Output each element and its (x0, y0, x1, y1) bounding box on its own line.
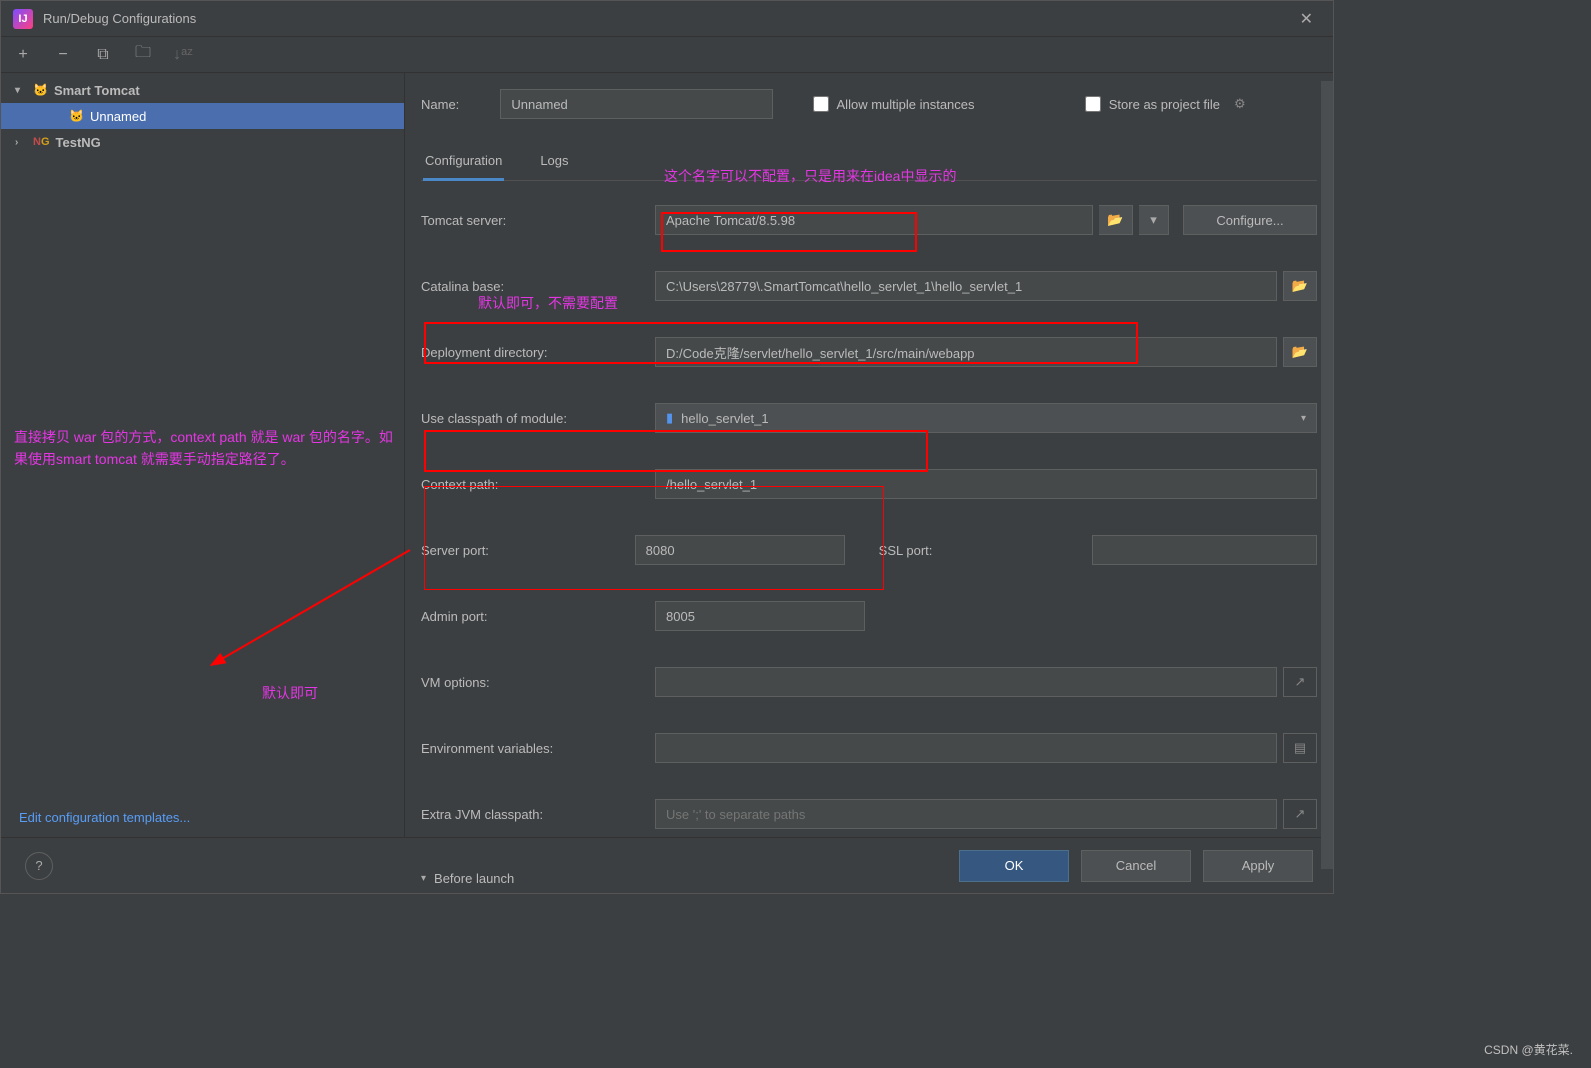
gear-icon[interactable]: ⚙ (1234, 96, 1246, 112)
content-panel: Name: Allow multiple instances Store as … (405, 73, 1333, 837)
ok-button[interactable]: OK (959, 850, 1069, 882)
expand-icon[interactable]: ↗ (1283, 799, 1317, 829)
store-project-checkbox[interactable] (1085, 96, 1101, 112)
tabs: Configuration Logs (421, 147, 1317, 181)
list-icon[interactable]: ▤ (1283, 733, 1317, 763)
admin-port-label: Admin port: (421, 609, 655, 624)
tomcat-icon: 🐱 (33, 83, 48, 97)
server-port-row: Server port: SSL port: (421, 535, 1317, 565)
app-icon: IJ (13, 9, 33, 29)
name-label: Name: (421, 97, 500, 112)
run-debug-dialog: IJ Run/Debug Configurations ✕ + − ⧉ 🗀 ↓ᵃ… (0, 0, 1334, 894)
apply-button[interactable]: Apply (1203, 850, 1313, 882)
name-input[interactable] (500, 89, 772, 119)
deploy-dir-input[interactable] (655, 337, 1277, 367)
tree-smart-tomcat[interactable]: ▾ 🐱 Smart Tomcat (1, 77, 404, 103)
server-port-label: Server port: (421, 543, 635, 558)
sidebar: ▾ 🐱 Smart Tomcat 🐱 Unnamed › NG TestNG E… (1, 73, 405, 837)
env-vars-input[interactable] (655, 733, 1277, 763)
configure-button[interactable]: Configure... (1183, 205, 1317, 235)
module-icon: ▮ (666, 410, 673, 426)
config-form: Tomcat server: 📂 ▾ Configure... Catalina… (421, 205, 1317, 853)
tree-label: TestNG (56, 135, 101, 150)
context-path-row: Context path: (421, 469, 1317, 499)
tree-label: Smart Tomcat (54, 83, 140, 98)
vm-options-row: VM options: ↗ (421, 667, 1317, 697)
browse-icon[interactable]: 📂 (1099, 205, 1133, 235)
server-port-input[interactable] (635, 535, 845, 565)
classpath-module-select[interactable]: ▮ hello_servlet_1 ▾ (655, 403, 1317, 433)
tomcat-server-input[interactable] (655, 205, 1093, 235)
admin-port-row: Admin port: (421, 601, 1317, 631)
store-project-label: Store as project file (1109, 97, 1220, 112)
chevron-down-icon: ▾ (15, 85, 27, 96)
extra-jvm-input[interactable] (655, 799, 1277, 829)
vm-options-label: VM options: (421, 675, 655, 690)
cancel-button[interactable]: Cancel (1081, 850, 1191, 882)
allow-multiple-label: Allow multiple instances (837, 97, 975, 112)
help-button[interactable]: ? (25, 852, 53, 880)
tomcat-server-label: Tomcat server: (421, 213, 655, 228)
chevron-down-icon: ▾ (1301, 413, 1306, 424)
config-tree: ▾ 🐱 Smart Tomcat 🐱 Unnamed › NG TestNG (1, 73, 404, 797)
window-title: Run/Debug Configurations (43, 11, 196, 26)
deploy-dir-row: Deployment directory: 📂 (421, 337, 1317, 367)
browse-icon[interactable]: 📂 (1283, 271, 1317, 301)
add-icon[interactable]: + (13, 46, 33, 64)
ssl-port-input[interactable] (1092, 535, 1317, 565)
testng-icon: NG (33, 136, 50, 148)
tab-logs[interactable]: Logs (538, 147, 570, 180)
dropdown-icon[interactable]: ▾ (1139, 205, 1169, 235)
watermark: CSDN @黄花菜. (1484, 1041, 1573, 1058)
chevron-right-icon: › (15, 137, 27, 148)
tomcat-server-row: Tomcat server: 📂 ▾ Configure... (421, 205, 1317, 235)
tree-label: Unnamed (90, 109, 146, 124)
catalina-base-input[interactable] (655, 271, 1277, 301)
sort-icon[interactable]: ↓ᵃᶻ (173, 46, 193, 64)
store-project-check[interactable]: Store as project file ⚙ (1085, 96, 1317, 112)
allow-multiple-checkbox[interactable] (813, 96, 829, 112)
catalina-base-label: Catalina base: (421, 279, 655, 294)
edit-templates-link[interactable]: Edit configuration templates... (1, 797, 404, 837)
tree-testng[interactable]: › NG TestNG (1, 129, 404, 155)
close-icon[interactable]: ✕ (1292, 5, 1321, 33)
save-template-icon[interactable]: 🗀 (133, 41, 153, 68)
extra-jvm-row: Extra JVM classpath: ↗ (421, 799, 1317, 829)
remove-icon[interactable]: − (53, 46, 73, 64)
classpath-module-row: Use classpath of module: ▮ hello_servlet… (421, 403, 1317, 433)
tree-unnamed[interactable]: 🐱 Unnamed (1, 103, 404, 129)
expand-icon[interactable]: ↗ (1283, 667, 1317, 697)
dialog-buttons: ? OK Cancel Apply (1, 837, 1333, 893)
classpath-module-value: hello_servlet_1 (681, 411, 768, 426)
copy-icon[interactable]: ⧉ (93, 46, 113, 64)
vm-options-input[interactable] (655, 667, 1277, 697)
vertical-scrollbar[interactable] (1321, 81, 1333, 869)
config-toolbar: + − ⧉ 🗀 ↓ᵃᶻ (1, 37, 1333, 73)
name-row: Name: Allow multiple instances Store as … (421, 89, 1317, 119)
extra-jvm-label: Extra JVM classpath: (421, 807, 655, 822)
context-path-input[interactable] (655, 469, 1317, 499)
main-area: ▾ 🐱 Smart Tomcat 🐱 Unnamed › NG TestNG E… (1, 73, 1333, 837)
deploy-dir-label: Deployment directory: (421, 345, 655, 360)
allow-multiple-check[interactable]: Allow multiple instances (813, 96, 1045, 112)
tab-configuration[interactable]: Configuration (423, 147, 504, 181)
catalina-base-row: Catalina base: 📂 (421, 271, 1317, 301)
browse-icon[interactable]: 📂 (1283, 337, 1317, 367)
ssl-port-label: SSL port: (879, 543, 1093, 558)
titlebar: IJ Run/Debug Configurations ✕ (1, 1, 1333, 37)
context-path-label: Context path: (421, 477, 655, 492)
classpath-module-label: Use classpath of module: (421, 411, 655, 426)
env-vars-label: Environment variables: (421, 741, 655, 756)
tomcat-icon: 🐱 (69, 109, 84, 123)
admin-port-input[interactable] (655, 601, 865, 631)
env-vars-row: Environment variables: ▤ (421, 733, 1317, 763)
